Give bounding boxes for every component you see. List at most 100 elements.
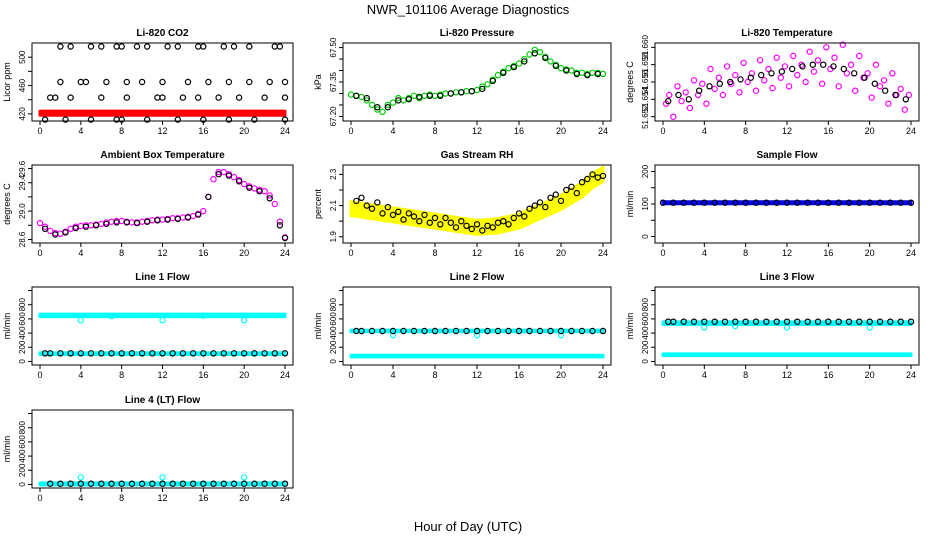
- panel-ylabel: Licor ppm: [2, 62, 12, 102]
- x-tick-label: 4: [78, 248, 83, 258]
- data-point: [802, 78, 809, 86]
- x-tick-label: 4: [78, 126, 83, 136]
- data-point: [353, 197, 360, 205]
- data-point: [281, 94, 289, 101]
- data-point: [159, 350, 166, 357]
- data-point: [179, 350, 187, 357]
- data-point: [814, 57, 822, 64]
- panel-ylabel: ml/min: [313, 313, 323, 340]
- data-point: [240, 317, 248, 324]
- data-point: [230, 480, 238, 487]
- data-point: [716, 80, 724, 87]
- data-point: [235, 94, 243, 101]
- data-point: [742, 318, 749, 325]
- data-point: [41, 223, 49, 230]
- data-point: [578, 178, 586, 186]
- data-point: [479, 83, 486, 90]
- y-tick-label: 600: [18, 435, 27, 449]
- data-point: [374, 103, 381, 111]
- x-tick-label: 20: [865, 370, 875, 380]
- x-tick-label: 8: [743, 370, 748, 380]
- data-point: [690, 318, 698, 325]
- panel-series: [661, 318, 915, 358]
- data-point: [573, 70, 581, 78]
- data-point: [463, 327, 470, 335]
- data-point: [108, 312, 115, 320]
- data-point: [159, 317, 166, 324]
- y-tick-label: 51.652: [641, 104, 650, 129]
- data-point: [67, 94, 74, 101]
- data-point: [92, 222, 100, 229]
- x-tick-label: 24: [280, 493, 290, 503]
- data-point: [220, 350, 227, 357]
- data-point: [159, 480, 166, 487]
- data-point: [804, 199, 811, 206]
- data-point: [200, 350, 207, 357]
- x-tick-label: 20: [556, 248, 566, 258]
- data-point: [358, 194, 365, 201]
- data-point: [568, 183, 575, 190]
- panel-title: Line 4 (LT) Flow: [125, 395, 201, 406]
- x-tick-label: 8: [119, 126, 124, 136]
- data-point: [552, 62, 560, 70]
- data-point: [880, 77, 888, 84]
- x-tick-label: 4: [390, 248, 395, 258]
- data-point: [732, 71, 739, 79]
- data-point: [500, 217, 507, 225]
- data-point: [521, 55, 528, 63]
- data-point: [442, 214, 449, 222]
- data-point: [281, 350, 289, 357]
- panel-co2: Li-820 CO2 Licor ppm 0 4 8 12 16 20 24 420 460 500: [2, 28, 294, 136]
- data-point: [431, 214, 439, 222]
- data-point: [665, 97, 672, 105]
- data-point: [57, 78, 64, 86]
- x-tick-label: 0: [660, 370, 665, 380]
- data-point: [547, 327, 554, 335]
- data-point: [744, 78, 751, 86]
- data-point: [240, 350, 248, 357]
- data-point: [363, 94, 370, 102]
- y-tick-label: 420: [18, 107, 27, 121]
- data-point: [118, 43, 125, 50]
- series-band-cyan_hi: [349, 328, 605, 334]
- data-point: [680, 199, 687, 206]
- data-point: [845, 318, 853, 325]
- data-point: [901, 106, 909, 113]
- panel-series: [347, 46, 607, 116]
- data-point: [851, 70, 858, 77]
- x-tick-label: 0: [37, 493, 42, 503]
- data-point: [531, 202, 539, 209]
- x-tick-label: 24: [906, 126, 916, 136]
- data-point: [210, 350, 217, 357]
- x-tick-label: 12: [157, 493, 167, 503]
- data-point: [240, 480, 248, 487]
- data-point: [276, 222, 284, 229]
- y-tick-label: 51.654: [641, 87, 650, 112]
- data-point: [374, 106, 381, 113]
- data-point: [536, 199, 544, 206]
- data-point: [154, 217, 161, 224]
- panel-ylabel: ml/min: [625, 313, 635, 340]
- panel-title: Li-820 Temperature: [741, 28, 833, 39]
- data-point: [843, 70, 851, 77]
- data-point: [781, 63, 789, 70]
- data-point: [505, 221, 512, 228]
- data-point: [852, 87, 859, 94]
- data-point: [210, 175, 217, 183]
- data-point: [416, 217, 423, 225]
- x-tick-label: 4: [390, 370, 395, 380]
- data-point: [405, 210, 412, 217]
- panel-title: Gas Stream RH: [441, 150, 514, 161]
- data-point: [103, 220, 110, 228]
- x-tick-label: 16: [823, 370, 833, 380]
- data-point: [138, 350, 146, 357]
- data-point: [732, 322, 739, 330]
- x-tick-label: 8: [743, 126, 748, 136]
- panel-ylabel: percent: [313, 188, 323, 219]
- panel-ylabel: ml/min: [2, 436, 12, 463]
- data-point: [225, 116, 233, 123]
- data-point: [845, 199, 853, 206]
